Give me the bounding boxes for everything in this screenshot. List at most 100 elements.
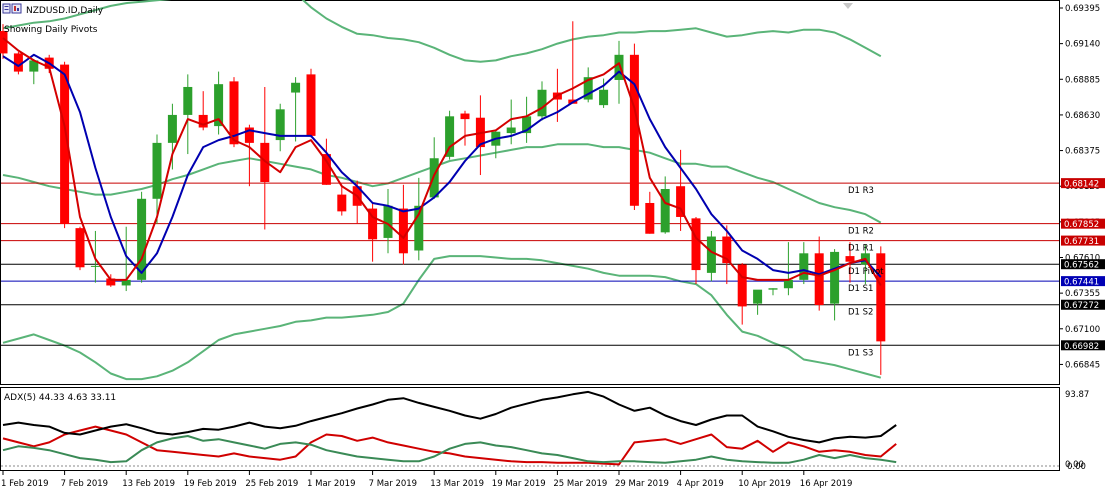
candle-body [383, 205, 393, 238]
band-lower-line [2, 255, 882, 381]
candle-body [121, 279, 131, 286]
adx-plot-frame [0, 387, 1060, 471]
ma-fast-line [2, 37, 882, 287]
price-box-label: 0.68142 [1064, 180, 1099, 190]
price-box [1061, 299, 1105, 310]
candle-body [244, 127, 254, 143]
price-tick-label: 0.68375 [1065, 147, 1100, 157]
candle-body [722, 236, 732, 264]
candle-body [445, 116, 455, 157]
pivot-label: D1 S3 [848, 348, 873, 358]
minus-di-line [2, 425, 897, 466]
main-plot-frame [0, 0, 1060, 385]
adx-max-label: 93.87 [1065, 390, 1089, 400]
pivot-label: D1 R2 [848, 227, 874, 237]
candle-body [460, 113, 470, 120]
price-box-label: 0.67272 [1064, 301, 1099, 311]
price-box-label: 0.67441 [1064, 278, 1099, 288]
candle-body [614, 54, 624, 80]
candle-body [830, 251, 840, 304]
price-box-label: 0.67562 [1064, 261, 1099, 271]
candle-body [13, 53, 23, 72]
pivot-label: D1 R3 [848, 186, 874, 196]
candle-body [583, 77, 593, 100]
price-tick-label: 0.69395 [1065, 4, 1100, 14]
shift-marker-icon[interactable] [843, 3, 853, 9]
date-axis: 1 Feb 2019 7 Feb 2019 13 Feb 2019 19 Feb 20… [1, 471, 852, 489]
candle-body [537, 89, 547, 117]
candle-body [429, 158, 439, 198]
candle-body [814, 253, 824, 306]
candle-body [737, 264, 747, 307]
candle-body [506, 127, 516, 134]
candle-body [60, 64, 70, 224]
candle-body [783, 279, 793, 289]
candle-body [337, 194, 347, 212]
adx-label: ADX(5) 44.33 4.63 33.11 [4, 393, 116, 403]
price-box [1061, 259, 1105, 270]
date-tick-label: 25 Mar 2019 [553, 479, 607, 489]
symbol-menu-icon[interactable] [2, 3, 11, 14]
candle-body [306, 74, 316, 136]
candle-body [398, 208, 408, 254]
date-tick-label: 13 Mar 2019 [430, 479, 484, 489]
candle-body [753, 289, 763, 304]
indicator-subtitle: Showing Daily Pivots [4, 25, 98, 35]
date-tick-label: 7 Mar 2019 [369, 479, 417, 489]
price-box-label: 0.66982 [1064, 342, 1099, 352]
date-tick-label: 1 Mar 2019 [307, 479, 355, 489]
date-tick-label: 7 Feb 2019 [61, 479, 109, 489]
date-tick-label: 10 Apr 2019 [738, 479, 791, 489]
candle-body [229, 81, 239, 145]
price-box-label: 0.67852 [1064, 220, 1099, 230]
candle-body [414, 205, 424, 251]
candle-body [291, 82, 301, 93]
timeframe-icon[interactable] [11, 3, 22, 14]
candle-body [706, 236, 716, 273]
date-tick-label: 4 Apr 2019 [677, 479, 724, 489]
price-tick-label: 0.66845 [1065, 360, 1100, 370]
symbol-title: NZDUSD.ID,Daily [26, 6, 104, 16]
candle-body [522, 116, 532, 134]
candle-body [137, 198, 147, 280]
candle-body [29, 60, 39, 72]
date-tick-label: 16 Apr 2019 [800, 479, 853, 489]
bollinger-bands [2, 0, 882, 381]
candle-body [876, 253, 886, 342]
pivot-label: D1 S1 [848, 284, 873, 294]
candle-body [0, 31, 8, 54]
adx-min-label-2: 0.00 [1067, 462, 1086, 472]
plus-di-line [2, 435, 897, 464]
candle-body [275, 109, 285, 141]
candlesticks [0, 21, 886, 375]
price-line-boxes: 0.68142 0.67852 0.67731 0.67562 0.67441 0.672… [1061, 178, 1105, 352]
adx-min-label: 0.00 [1065, 460, 1084, 470]
pivot-label: D1 R1 [848, 244, 874, 254]
candle-body [214, 84, 224, 127]
adx-indicator [1, 390, 1059, 467]
band-middle-line [2, 143, 882, 224]
candle-body [90, 265, 100, 267]
candle-body [368, 208, 378, 240]
candle-body [152, 142, 162, 199]
candle-body [768, 288, 778, 290]
date-tick-label: 19 Feb 2019 [184, 479, 237, 489]
price-tick-label: 0.69140 [1065, 40, 1100, 50]
candle-body [845, 256, 855, 262]
candle-body [676, 186, 686, 217]
candle-body [260, 142, 270, 183]
pivot-label: D1 Pivot [848, 267, 884, 277]
candle-body [106, 278, 116, 286]
candle-body [321, 154, 331, 185]
candle-body [183, 86, 193, 115]
price-box [1061, 235, 1105, 246]
price-tick-label: 0.68630 [1065, 111, 1100, 121]
date-tick-label: 25 Feb 2019 [245, 479, 298, 489]
candle-body [629, 54, 639, 206]
price-box [1061, 340, 1105, 351]
pivot-labels: D1 R3 D1 R2 D1 R1 D1 Pivot D1 S1 D1 S2 D1 S3 [848, 186, 884, 358]
price-box [1061, 178, 1105, 189]
adx-line [2, 390, 897, 444]
price-box-label: 0.67731 [1064, 237, 1099, 247]
